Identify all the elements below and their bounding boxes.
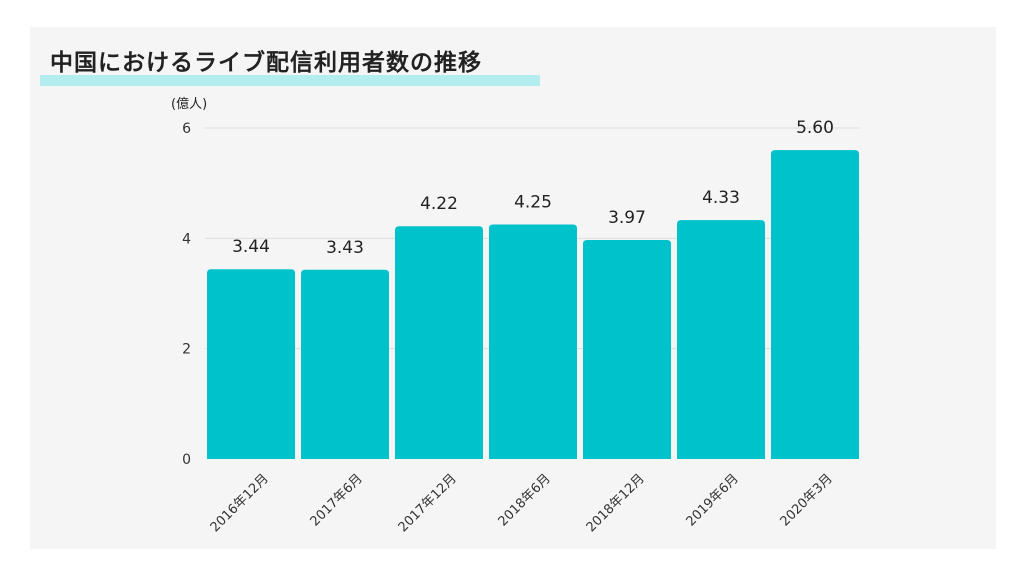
bar-6	[771, 150, 859, 460]
value-label: 4.33	[702, 188, 740, 208]
bar-4	[583, 239, 671, 459]
value-label: 3.44	[232, 237, 270, 257]
value-label: 4.25	[514, 193, 552, 213]
x-tick-label: 2016年12月	[208, 471, 272, 535]
chart-title: 中国におけるライブ配信利用者数の推移	[50, 50, 482, 76]
x-tick-label: 2019年6月	[684, 471, 742, 529]
bars	[207, 150, 859, 460]
y-tick-label: 2	[182, 342, 191, 358]
x-tick-label: 2018年6月	[496, 471, 554, 529]
title-block: 中国におけるライブ配信利用者数の推移	[40, 43, 540, 86]
y-tick-label: 6	[182, 121, 191, 137]
x-tick-label: 2018年12月	[584, 471, 648, 535]
x-axis-ticks: 2016年12月 2017年6月 2017年12月 2018年6月 2018年12月 20…	[208, 471, 836, 535]
x-tick-label: 2017年12月	[396, 471, 460, 535]
value-label: 5.60	[796, 118, 834, 138]
y-axis-unit-label: (億人)	[171, 96, 207, 112]
bar-2	[395, 226, 483, 459]
value-label: 3.97	[608, 208, 646, 228]
y-axis-ticks: 0 2 4 6	[182, 121, 191, 468]
value-label: 3.43	[326, 238, 364, 258]
y-tick-label: 4	[182, 231, 191, 247]
title-highlight	[40, 75, 540, 86]
x-tick-label: 2020年3月	[778, 471, 836, 529]
value-label: 4.22	[420, 194, 458, 214]
x-tick-label: 2017年6月	[308, 471, 366, 529]
bar-1	[301, 269, 389, 459]
bar-5	[677, 220, 765, 459]
bar-0	[207, 269, 295, 459]
bar-3	[489, 224, 577, 459]
value-labels: 3.44 3.43 4.22 4.25 3.97 4.33 5.60	[232, 118, 834, 258]
y-tick-label: 0	[182, 452, 191, 468]
